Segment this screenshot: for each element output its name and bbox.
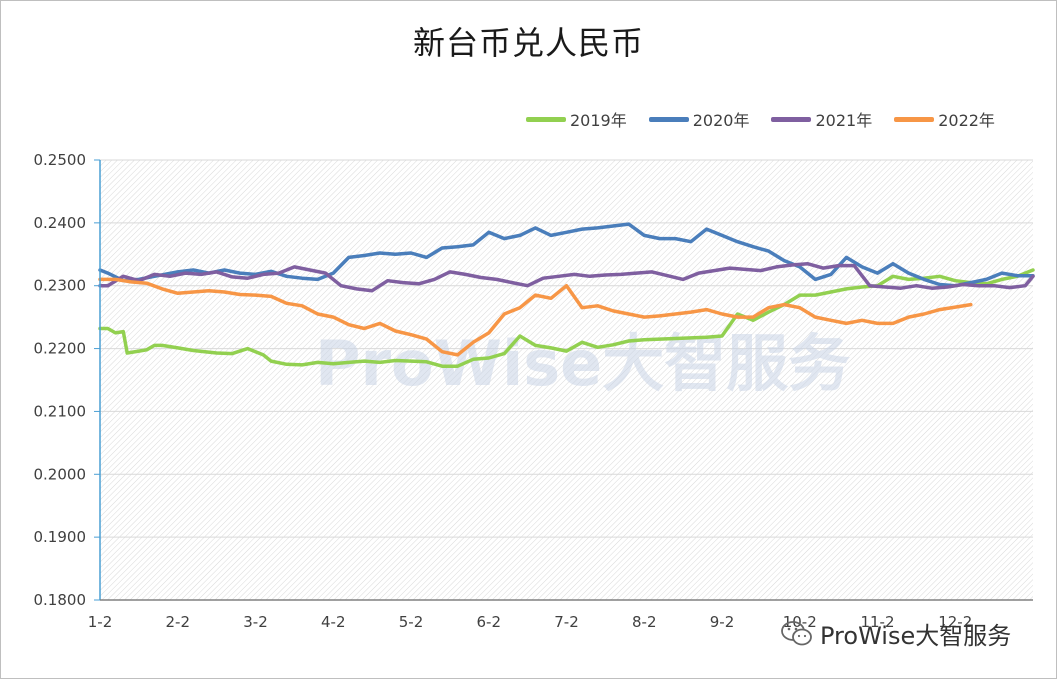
bottom-watermark: ProWise大智服务 <box>780 616 1011 651</box>
y-tick-label: 0.2300 <box>34 277 87 295</box>
y-tick-label: 0.2200 <box>34 340 87 358</box>
y-tick-label: 0.1900 <box>34 528 87 546</box>
series-line-2021年 <box>98 261 1035 293</box>
bottom-watermark-text: ProWise大智服务 <box>820 622 1012 650</box>
legend-item-2022: 2022年 <box>894 107 995 131</box>
legend-swatch-2022 <box>894 116 935 122</box>
chart-title: 新台币兑人民币 <box>412 24 644 62</box>
series-line-2020年 <box>98 222 1035 288</box>
legend-label-2021: 2021年 <box>815 111 873 130</box>
x-tick-label: 12-2 <box>938 613 972 631</box>
y-tick-label: 0.2100 <box>34 402 87 420</box>
x-tick-label: 5-2 <box>399 613 424 631</box>
x-tick-label: 8-2 <box>632 613 657 631</box>
x-tick-label: 3-2 <box>243 613 268 631</box>
x-tick-label: 7-2 <box>554 613 579 631</box>
legend-swatch-2021 <box>771 116 812 122</box>
legend-item-2020: 2020年 <box>648 107 750 131</box>
center-watermark: ProWise大智服务 <box>315 327 850 400</box>
legend-label-2022: 2022年 <box>938 111 995 130</box>
x-tick-label: 10-2 <box>783 613 817 631</box>
legend-swatch-2019 <box>526 116 566 122</box>
legend-item-2021: 2021年 <box>771 107 872 131</box>
legend-label-2020: 2020年 <box>692 111 750 130</box>
x-tick-label: 11-2 <box>860 613 894 631</box>
wechat-icon <box>781 620 812 645</box>
x-tick-label: 9-2 <box>710 613 735 631</box>
series-line-2019年 <box>98 268 1035 368</box>
x-tick-label: 1-2 <box>88 613 113 631</box>
legend-label-2019: 2019年 <box>570 111 627 130</box>
y-tick-label: 0.1800 <box>34 591 87 609</box>
y-tick-label: 0.2500 <box>34 151 87 169</box>
legend-item-2019: 2019年 <box>526 107 627 131</box>
series-line-2022年 <box>98 277 973 357</box>
y-tick-label: 0.2000 <box>34 465 87 483</box>
legend-swatch-2020 <box>648 116 689 122</box>
x-tick-label: 4-2 <box>321 613 346 631</box>
y-tick-label: 0.2400 <box>34 214 87 232</box>
x-tick-label: 6-2 <box>477 613 502 631</box>
chart-legend: 2019年 2020年 2021年 2022年 <box>526 108 1017 130</box>
x-tick-label: 2-2 <box>166 613 191 631</box>
